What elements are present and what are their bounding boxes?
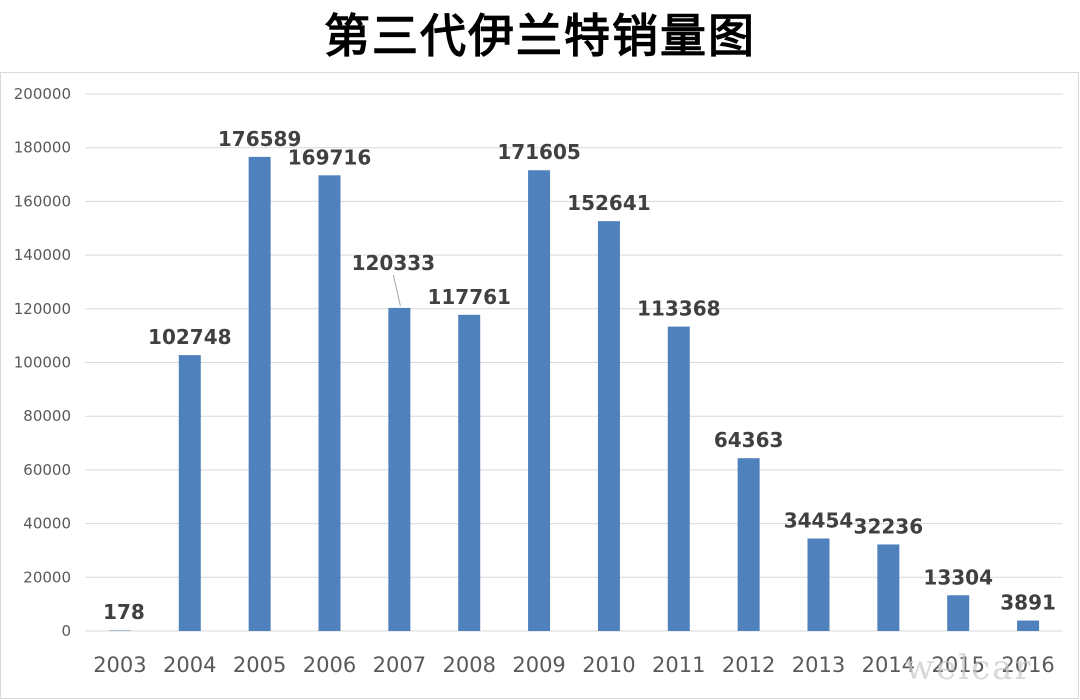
data-label-2011: 113368 [637, 297, 721, 321]
bar-2008 [458, 314, 481, 631]
bar-2009 [528, 170, 551, 631]
data-label-2008: 117761 [427, 285, 511, 309]
bar-2006 [318, 175, 341, 631]
data-label-2016: 3891 [1000, 591, 1056, 615]
data-label-2014: 32236 [854, 514, 924, 538]
data-label-2010: 152641 [567, 191, 651, 215]
bars [108, 156, 1040, 632]
label-leader-line [392, 274, 401, 307]
bar-2004 [178, 355, 201, 631]
y-tick-label: 60000 [23, 461, 71, 479]
x-tick-label: 2005 [233, 653, 286, 677]
y-tick-label: 80000 [23, 407, 71, 425]
bar-2011 [667, 326, 690, 631]
data-label-2003: 178 [103, 600, 145, 624]
x-tick-label: 2010 [582, 653, 635, 677]
data-label-2005: 176589 [218, 127, 302, 151]
x-tick-label: 2004 [163, 653, 216, 677]
data-label-2004: 102748 [148, 325, 232, 349]
data-label-2007: 120333 [352, 251, 436, 275]
x-tick-label: 2014 [862, 653, 915, 677]
y-tick-label: 20000 [23, 568, 71, 586]
data-label-2006: 169716 [288, 145, 372, 169]
y-tick-label: 100000 [14, 354, 71, 372]
bar-2005 [248, 156, 271, 632]
data-label-2013: 34454 [784, 508, 854, 532]
x-axis-ticks: 2003 2004 2005 2006 2007 2008 2009 2010 2011 2012… [93, 653, 1055, 677]
chart-title: 第三代伊兰特销量图 [324, 9, 756, 63]
x-tick-label: 2009 [512, 653, 565, 677]
bar-2014 [877, 544, 900, 631]
y-tick-label: 40000 [23, 515, 71, 533]
x-tick-label: 2006 [303, 653, 356, 677]
data-label-2015: 13304 [923, 565, 993, 589]
y-tick-label: 200000 [14, 85, 71, 103]
y-tick-label: 120000 [14, 300, 71, 318]
gridlines [85, 93, 1063, 632]
x-tick-label: 2013 [792, 653, 845, 677]
x-tick-label: 2015 [931, 653, 984, 677]
x-tick-label: 2011 [652, 653, 705, 677]
y-tick-label: 0 [61, 622, 71, 640]
bar-2015 [947, 595, 970, 631]
y-axis-ticks: 0 20000 40000 60000 80000 100000 120000 140000 1… [14, 85, 71, 640]
bar-2012 [737, 458, 760, 631]
watermark-text: welcar [905, 648, 1033, 688]
chart-area: 0 20000 40000 60000 80000 100000 120000 140000 1… [0, 72, 1079, 699]
x-tick-label: 2003 [93, 653, 146, 677]
x-tick-label: 2008 [442, 653, 495, 677]
bar-2007 [388, 307, 411, 631]
x-tick-label: 2012 [722, 653, 775, 677]
x-tick-label: 2016 [1001, 653, 1054, 677]
data-label-2009: 171605 [497, 140, 581, 164]
bar-chart: 0 20000 40000 60000 80000 100000 120000 140000 1… [14, 85, 1063, 677]
bar-2010 [597, 221, 620, 631]
bar-2013 [807, 538, 830, 631]
y-tick-label: 160000 [14, 192, 71, 210]
data-label-2012: 64363 [714, 428, 784, 452]
y-tick-label: 180000 [14, 139, 71, 157]
x-tick-label: 2007 [373, 653, 426, 677]
y-tick-label: 140000 [14, 246, 71, 264]
bar-2016 [1017, 620, 1040, 631]
